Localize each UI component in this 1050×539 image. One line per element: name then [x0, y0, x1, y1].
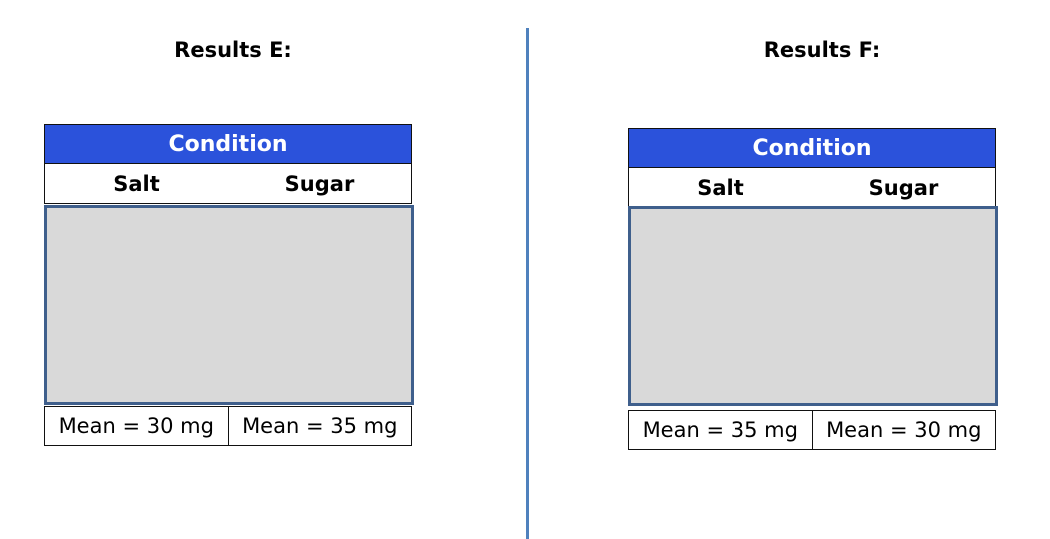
results-f-title: Results F: — [763, 38, 881, 62]
mean-salt: Mean = 30 mg — [58, 414, 214, 438]
column-header-sugar: Sugar — [284, 171, 355, 196]
column-header-salt: Salt — [113, 171, 160, 196]
hidden-data-box — [628, 206, 998, 406]
column-headers: Salt Sugar — [628, 168, 996, 208]
condition-header: Condition — [628, 128, 996, 168]
mean-sugar: Mean = 35 mg — [227, 407, 412, 445]
column-headers: Salt Sugar — [44, 164, 412, 204]
mean-sugar: Mean = 30 mg — [811, 411, 996, 449]
column-header-salt: Salt — [697, 175, 744, 200]
results-e-title: Results E: — [174, 38, 292, 62]
hidden-data-box — [44, 205, 414, 405]
condition-header: Condition — [44, 124, 412, 164]
column-header-sugar: Sugar — [868, 175, 939, 200]
mean-salt: Mean = 35 mg — [642, 418, 798, 442]
results-e-means-row: Mean = 30 mg Mean = 35 mg — [44, 406, 412, 446]
vertical-divider — [526, 28, 529, 539]
results-f-table: Condition Salt Sugar — [628, 128, 996, 208]
results-e-table: Condition Salt Sugar — [44, 124, 412, 204]
results-f-means-row: Mean = 35 mg Mean = 30 mg — [628, 410, 996, 450]
